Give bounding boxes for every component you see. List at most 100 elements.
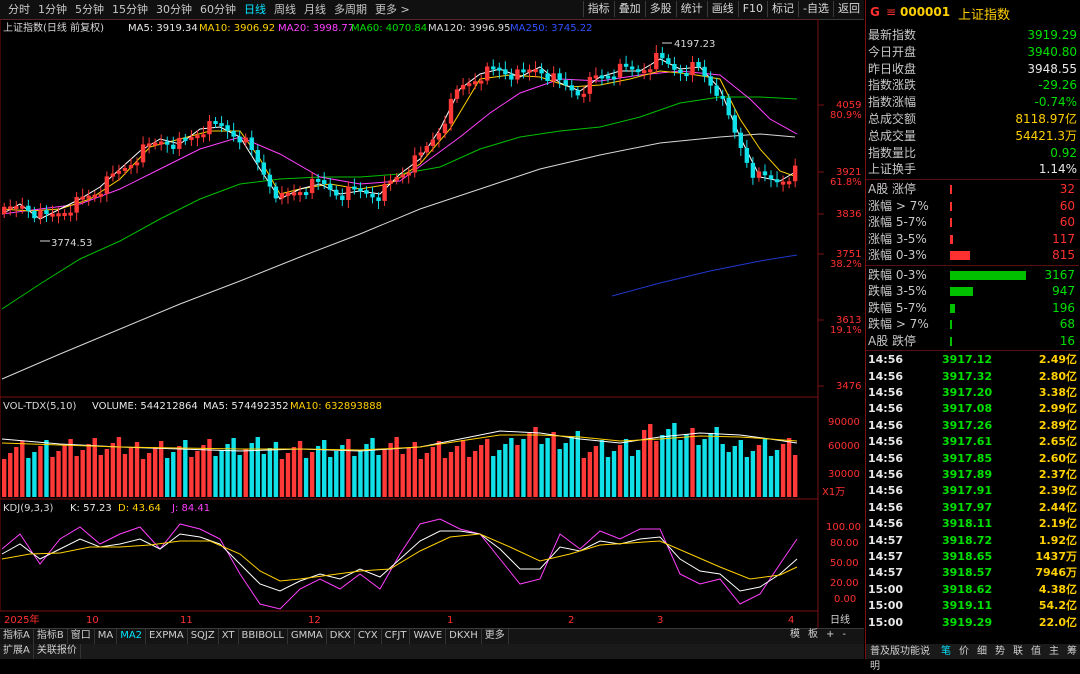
- volume-bar: [660, 435, 665, 497]
- indicator-tab-3[interactable]: MA: [95, 629, 118, 644]
- status-tab-1[interactable]: 关联报价: [34, 644, 81, 659]
- volume-bar: [756, 445, 762, 497]
- date-2: 2: [568, 615, 574, 626]
- candle-body: [171, 144, 176, 149]
- volume-bar: [309, 452, 315, 497]
- period-tab-0[interactable]: 分时: [8, 3, 30, 16]
- panel-tab-0[interactable]: 普及版功能说明: [870, 646, 930, 672]
- indicator-tab-9[interactable]: GMMA: [288, 629, 327, 644]
- ma120-legend: MA120: 3996.95: [428, 23, 510, 34]
- indicator-tab-5[interactable]: EXPMA: [146, 629, 188, 644]
- indicator-tab-1[interactable]: 指标B: [34, 629, 68, 644]
- candle-body: [430, 139, 436, 146]
- chart-area[interactable]: 上证指数(日线 前复权) MA5: 3919.34 MA10: 3906.92 …: [0, 19, 864, 628]
- tool-tab-5[interactable]: F10: [737, 1, 767, 17]
- tool-tab-2[interactable]: 多股: [644, 1, 676, 17]
- candle-body: [660, 52, 665, 59]
- indicator-tab-13[interactable]: WAVE: [410, 629, 447, 644]
- tool-tab-6[interactable]: 标记: [767, 1, 798, 17]
- tick-time: 14:57: [868, 533, 904, 547]
- volume-bar: [430, 447, 436, 497]
- tool-tab-0[interactable]: 指标: [582, 1, 614, 17]
- volume-bar: [68, 439, 73, 497]
- candle-body: [249, 137, 254, 151]
- ma10-legend: MA10: 3906.92: [199, 23, 275, 34]
- tool-tab-3[interactable]: 统计: [675, 1, 707, 17]
- period-tab-3[interactable]: 15分钟: [112, 3, 148, 16]
- candle-body: [684, 73, 689, 77]
- indicator-tab-6[interactable]: SQJZ: [188, 629, 219, 644]
- candle-body: [225, 125, 230, 131]
- indicator-tab-4[interactable]: MA2: [117, 629, 147, 644]
- tick-time: 14:56: [868, 418, 904, 432]
- volume-bar: [436, 441, 442, 497]
- security-name: 上证指数: [958, 8, 1011, 23]
- volume-bar: [503, 444, 508, 497]
- tick-time: 14:57: [868, 550, 904, 563]
- period-tab-5[interactable]: 60分钟: [200, 3, 236, 16]
- volume-bar: [714, 427, 719, 497]
- template-control-2[interactable]: +: [826, 629, 835, 640]
- tool-tab-7[interactable]: -自选: [798, 1, 833, 17]
- indicator-tab-0[interactable]: 指标A: [0, 629, 34, 644]
- tool-tab-8[interactable]: 返回: [833, 1, 864, 17]
- period-tab-2[interactable]: 5分钟: [75, 3, 104, 16]
- volume-bar: [388, 443, 393, 497]
- breadth-row: A股 涨停 32: [866, 181, 1079, 198]
- volume-bar: [442, 458, 448, 497]
- indicator-tab-14[interactable]: DKXH: [446, 629, 482, 644]
- candle-body: [98, 193, 104, 197]
- candle-body: [472, 81, 478, 85]
- period-tab-7[interactable]: 周线: [274, 3, 296, 16]
- period-tab-4[interactable]: 30分钟: [156, 3, 192, 16]
- period-tab-9[interactable]: 多周期: [334, 3, 367, 16]
- indicator-tab-12[interactable]: CFJT: [382, 629, 411, 644]
- panel-tab-1[interactable]: 笔: [941, 646, 951, 657]
- quote-row: 上证换手 1.14%: [866, 161, 1079, 178]
- candle-body: [708, 76, 713, 86]
- tool-tab-1[interactable]: 叠加: [613, 1, 645, 17]
- panel-tab-3[interactable]: 细: [977, 646, 987, 657]
- status-tab-0[interactable]: 扩展A: [0, 644, 34, 659]
- indicator-tab-8[interactable]: BBIBOLL: [239, 629, 288, 644]
- tick-row: 14:56 3917.32 2.80亿: [866, 369, 1079, 385]
- volume-bar: [267, 448, 273, 497]
- template-control-0[interactable]: 模: [790, 629, 800, 640]
- kdj-d-line: [1, 533, 798, 582]
- indicator-tab-2[interactable]: 窗口: [68, 629, 95, 644]
- period-tab-10[interactable]: 更多 >: [375, 3, 410, 16]
- indicator-tab-7[interactable]: XT: [219, 629, 239, 644]
- template-control-1[interactable]: 板: [808, 629, 818, 640]
- tick-time: 14:56: [868, 484, 904, 498]
- panel-tab-6[interactable]: 值: [1031, 646, 1041, 657]
- period-tab-1[interactable]: 1分钟: [38, 3, 67, 16]
- quote-value: 3919.29: [1027, 28, 1077, 42]
- indicator-tab-15[interactable]: 更多: [482, 629, 509, 644]
- template-control-3[interactable]: -: [842, 629, 846, 640]
- panel-tab-5[interactable]: 联: [1013, 646, 1023, 657]
- candle-body: [702, 66, 707, 77]
- indicator-tab-11[interactable]: CYX: [355, 629, 382, 644]
- breadth-value: 16: [1059, 333, 1075, 348]
- volume-bar: [690, 428, 695, 497]
- volume-bar: [400, 454, 405, 497]
- candle-body: [509, 74, 514, 80]
- volume-bar: [478, 445, 484, 497]
- panel-tab-4[interactable]: 势: [995, 646, 1005, 657]
- quote-panel: G ≡ 000001 上证指数 普及版功能说明笔价细势联值主筹 最新指数 3919…: [865, 0, 1080, 672]
- candle-body: [551, 73, 556, 81]
- tool-tab-4[interactable]: 画线: [706, 1, 738, 17]
- ma250-line: [611, 254, 798, 297]
- panel-tab-7[interactable]: 主: [1049, 646, 1059, 657]
- panel-tab-8[interactable]: 筹: [1067, 646, 1077, 657]
- volume-bar: [358, 450, 363, 497]
- period-tab-6[interactable]: 日线: [244, 3, 266, 16]
- indicator-tab-10[interactable]: DKX: [327, 629, 355, 644]
- period-tab-8[interactable]: 月线: [304, 3, 326, 16]
- menu-icon[interactable]: ≡: [886, 5, 897, 19]
- tick-volume: 2.89亿: [1038, 418, 1077, 432]
- panel-tab-2[interactable]: 价: [959, 646, 969, 657]
- volume-bar: [780, 444, 786, 497]
- candle-body: [642, 70, 647, 74]
- tick-row: 14:56 3917.97 2.44亿: [866, 500, 1079, 516]
